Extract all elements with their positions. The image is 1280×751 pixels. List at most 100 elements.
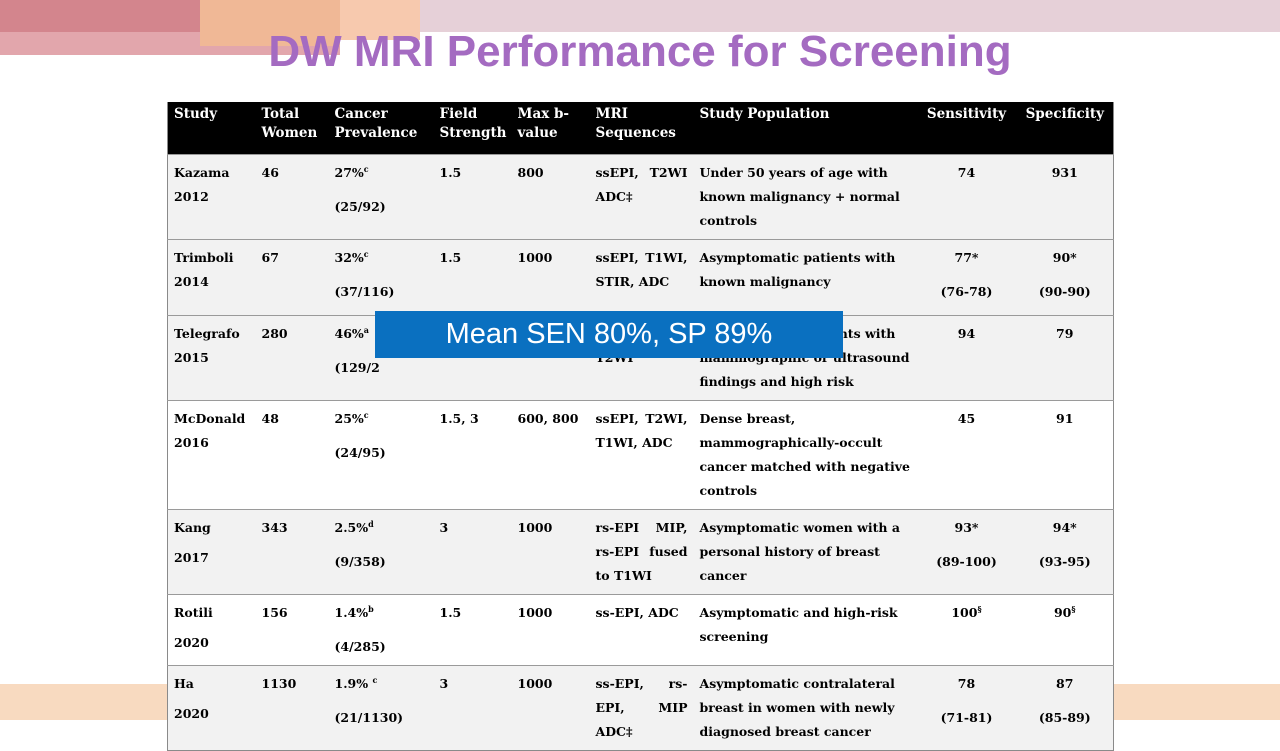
- prevalence-count: (21/1130): [334, 710, 404, 725]
- study-name: Telegrafo: [174, 326, 240, 341]
- prevalence-footnote: b: [368, 603, 374, 614]
- prevalence-count: (24/95): [334, 445, 386, 460]
- prevalence-footnote: c: [363, 163, 369, 174]
- specificity-footnote: §: [1071, 603, 1076, 614]
- field-strength-cell: 1.5: [433, 239, 512, 316]
- sequences-cell: rs-EPI MIP, rs-EPI fused to T1WI: [589, 509, 694, 595]
- population-cell: Dense breast, mammographically-occult ca…: [693, 400, 917, 510]
- total-women-cell: 67: [255, 239, 329, 316]
- sensitivity-cell: 45: [916, 400, 1017, 510]
- sensitivity-cell: 100§: [916, 594, 1017, 666]
- table-row: Rotili 2020 156 1.4%b (4/285) 1.5 1000 ss-EPI, …: [167, 594, 1114, 666]
- sensitivity-footnote: §: [977, 603, 982, 614]
- specificity-value: 94*: [1052, 520, 1077, 535]
- study-name: Trimboli: [174, 250, 234, 265]
- study-name: Ha: [174, 676, 194, 691]
- sensitivity-value: 100: [951, 605, 978, 620]
- column-header: Sensitivity: [916, 102, 1017, 155]
- specificity-value: 90*: [1052, 250, 1077, 265]
- sensitivity-value: 45: [957, 411, 976, 426]
- prevalence-count: (9/358): [334, 554, 386, 569]
- slide-title: DW MRI Performance for Screening: [268, 27, 1012, 76]
- column-header: Field Strength: [433, 102, 512, 155]
- specificity-range: (93-95): [1038, 554, 1091, 569]
- b-value-cell: 800: [511, 154, 590, 240]
- prevalence-footnote: a: [363, 324, 369, 335]
- study-year: 2016: [174, 435, 209, 450]
- prevalence-cell: 1.9% c (21/1130): [328, 665, 434, 751]
- sequences-cell: ss-EPI, ADC: [589, 594, 694, 666]
- summary-banner: Mean SEN 80%, SP 89%: [375, 311, 843, 358]
- column-header: Cancer Prevalence: [328, 102, 434, 155]
- sequences-cell: ssEPI, T2WI, T1WI, ADC: [589, 400, 694, 510]
- specificity-value: 931: [1051, 165, 1078, 180]
- specificity-range: (90-90): [1038, 284, 1091, 299]
- study-name: Kazama: [174, 165, 230, 180]
- specificity-value: 79: [1056, 326, 1074, 341]
- sequences-cell: ss-EPI, rs-EPI, MIP ADC‡: [589, 665, 694, 751]
- population-cell: Under 50 years of age with known maligna…: [693, 154, 917, 240]
- sensitivity-value: 94: [957, 326, 976, 341]
- sensitivity-cell: 93* (89-100): [916, 509, 1017, 595]
- column-header: MRI Sequences: [589, 102, 694, 155]
- prevalence-footnote: c: [363, 248, 369, 259]
- table-row: Kazama 2012 46 27%c (25/92) 1.5 800 ssEPI, T2WI…: [167, 154, 1114, 240]
- total-women-cell: 46: [255, 154, 329, 240]
- population-cell: Asymptomatic women with a personal histo…: [693, 509, 917, 595]
- prevalence-percent: 1.4%: [334, 605, 369, 620]
- study-name: Rotili: [174, 605, 213, 620]
- field-strength-cell: 1.5: [433, 154, 512, 240]
- study-name: Kang: [174, 520, 211, 535]
- table-row: Ha 2020 1130 1.9% c (21/1130) 3 1000 ss-EPI, rs…: [167, 665, 1114, 751]
- prevalence-percent: 2.5%: [334, 520, 369, 535]
- study-cell: Trimboli 2014: [167, 239, 256, 316]
- specificity-cell: 90§: [1016, 594, 1114, 666]
- specificity-range: (85-89): [1038, 710, 1091, 725]
- b-value-cell: 1000: [511, 239, 590, 316]
- population-cell: Asymptomatic contralateral breast in wom…: [693, 665, 917, 751]
- total-women-cell: 1130: [255, 665, 329, 751]
- prevalence-footnote: d: [368, 518, 374, 529]
- table-header-row: Study Total Women Cancer Prevalence Fiel…: [167, 102, 1114, 155]
- column-header: Max b-value: [511, 102, 590, 155]
- sensitivity-range: (76-78): [940, 284, 993, 299]
- prevalence-count: (129/2: [334, 360, 380, 375]
- field-strength-cell: 3: [433, 665, 512, 751]
- study-cell: McDonald 2016: [167, 400, 256, 510]
- study-year: 2020: [174, 706, 209, 721]
- b-value-cell: 1000: [511, 665, 590, 751]
- study-name: McDonald: [174, 411, 246, 426]
- specificity-cell: 87 (85-89): [1016, 665, 1114, 751]
- sensitivity-cell: 77* (76-78): [916, 239, 1017, 316]
- total-women-cell: 343: [255, 509, 329, 595]
- prevalence-cell: 25%c (24/95): [328, 400, 434, 510]
- study-cell: Telegrafo 2015: [167, 315, 256, 401]
- prevalence-cell: 2.5%d (9/358): [328, 509, 434, 595]
- b-value-cell: 1000: [511, 509, 590, 595]
- sensitivity-range: (71-81): [940, 710, 993, 725]
- sequences-cell: ssEPI, T2WI ADC‡: [589, 154, 694, 240]
- prevalence-footnote: c: [363, 409, 369, 420]
- sequences-cell: ssEPI, T1WI, STIR, ADC: [589, 239, 694, 316]
- total-women-cell: 280: [255, 315, 329, 401]
- column-header: Study: [167, 102, 256, 155]
- study-year: 2015: [174, 350, 209, 365]
- prevalence-percent: 1.9%: [334, 676, 373, 691]
- specificity-value: 90: [1053, 605, 1072, 620]
- field-strength-cell: 1.5, 3: [433, 400, 512, 510]
- table-row: Kang 2017 343 2.5%d (9/358) 3 1000 rs-EPI MIP, …: [167, 509, 1114, 595]
- specificity-cell: 94* (93-95): [1016, 509, 1114, 595]
- prevalence-percent: 27%: [334, 165, 364, 180]
- sensitivity-value: 78: [957, 676, 976, 691]
- study-cell: Rotili 2020: [167, 594, 256, 666]
- population-cell: Asymptomatic patients with known maligna…: [693, 239, 917, 316]
- column-header: Total Women: [255, 102, 329, 155]
- study-year: 2020: [174, 635, 209, 650]
- prevalence-footnote: c: [372, 674, 378, 685]
- column-header: Study Population: [693, 102, 917, 155]
- b-value-cell: 600, 800: [511, 400, 590, 510]
- specificity-value: 87: [1056, 676, 1074, 691]
- sensitivity-value: 93*: [954, 520, 979, 535]
- study-cell: Kang 2017: [167, 509, 256, 595]
- prevalence-count: (4/285): [334, 639, 386, 654]
